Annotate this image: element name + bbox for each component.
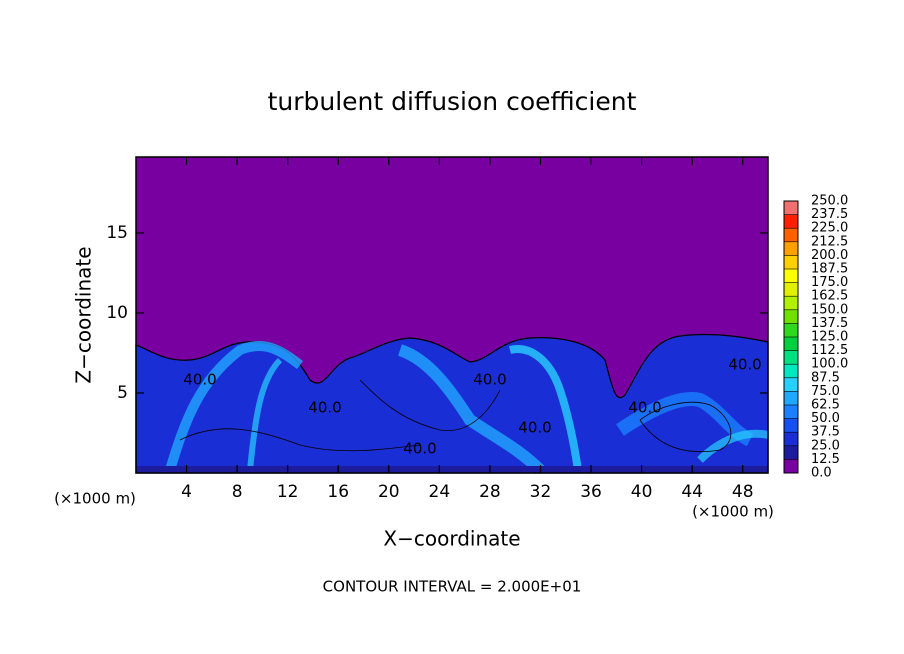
- colorbar-swatch: [784, 309, 798, 324]
- colorbar-label: 12.5: [811, 452, 840, 467]
- contour-label: 40.0: [403, 440, 436, 458]
- colorbar-swatch: [784, 201, 798, 215]
- x-unit-label: (×1000 m): [692, 503, 774, 521]
- surface-layer: [136, 466, 768, 473]
- swirl: [616, 392, 754, 447]
- colorbar-swatch: [784, 418, 798, 433]
- plot-frame: [135, 156, 769, 474]
- contour-label: 40.0: [628, 399, 661, 417]
- contour-label: 40.0: [183, 371, 216, 389]
- swirl: [397, 344, 545, 475]
- y-tick-label: 15: [106, 223, 128, 243]
- swirl: [165, 341, 303, 472]
- colorbar-label: 187.5: [811, 262, 848, 277]
- colorbar-swatch: [784, 445, 798, 460]
- x-axis-label: X−coordinate: [383, 527, 520, 551]
- colorbar-label: 0.0: [811, 466, 832, 481]
- colorbar-swatch: [784, 269, 798, 283]
- x-tick-label: 8: [232, 482, 243, 502]
- colorbar-label: 237.5: [811, 207, 848, 222]
- x-tick-label: 32: [530, 482, 552, 502]
- colorbar-swatch: [784, 228, 798, 242]
- contour-line: [179, 428, 421, 452]
- contour-label: 40.0: [518, 419, 551, 437]
- swirl: [509, 345, 582, 471]
- contour-label: 40.0: [473, 371, 506, 389]
- colorbar-swatch: [784, 391, 798, 405]
- field: [135, 157, 769, 475]
- x-tick-label: 48: [732, 482, 754, 502]
- colorbar-swatch: [784, 214, 798, 229]
- x-tick-label: 4: [181, 482, 192, 502]
- contour-line: [359, 379, 501, 432]
- colorbar-label: 137.5: [811, 316, 848, 331]
- annotation: CONTOUR INTERVAL = 2.000E+01: [323, 578, 582, 596]
- colorbar-label: 37.5: [811, 425, 840, 440]
- chart-title: turbulent diffusion coefficient: [268, 87, 637, 116]
- colorbar-swatch: [784, 377, 798, 392]
- x-unit-label: (×1000 m): [54, 490, 136, 508]
- y-tick-label: 10: [106, 303, 128, 323]
- colorbar-label: 162.5: [811, 289, 848, 304]
- colorbar-label: 112.5: [811, 343, 848, 358]
- contour-label: 40.0: [308, 399, 341, 417]
- x-tick-label: 24: [429, 482, 451, 502]
- colorbar-label: 225.0: [811, 221, 848, 236]
- colorbar-label: 100.0: [811, 357, 848, 372]
- colorbar-label: 25.0: [811, 438, 840, 453]
- colorbar-label: 200.0: [811, 248, 848, 263]
- x-tick-label: 44: [681, 482, 703, 502]
- colorbar-swatch: [784, 296, 798, 310]
- colorbar-label: 75.0: [811, 384, 840, 399]
- colorbar-swatch: [784, 350, 798, 365]
- x-tick-label: 28: [479, 482, 501, 502]
- colorbar-swatch: [784, 241, 798, 256]
- colorbar-swatch: [784, 432, 798, 446]
- colorbar-label: 50.0: [811, 411, 840, 426]
- colorbar-label: 212.5: [811, 234, 848, 249]
- colorbar-swatch: [784, 459, 798, 473]
- colorbar-label: 87.5: [811, 370, 840, 385]
- x-tick-label: 20: [378, 482, 400, 502]
- y-tick-label: 5: [117, 383, 128, 403]
- colorbar-swatch: [784, 364, 798, 378]
- colorbar-swatch: [784, 323, 798, 337]
- colorbar-swatch: [784, 255, 798, 269]
- x-tick-label: 12: [277, 482, 299, 502]
- colorbar-label: 125.0: [811, 330, 848, 345]
- x-tick-label: 40: [631, 482, 653, 502]
- colorbar-swatch: [784, 337, 798, 351]
- swirl: [697, 429, 769, 463]
- contour-label: 40.0: [728, 356, 761, 374]
- colorbar-label: 150.0: [811, 302, 848, 317]
- contour-line: [639, 401, 732, 453]
- colorbar-label: 175.0: [811, 275, 848, 290]
- y-axis-label: Z−coordinate: [72, 246, 96, 383]
- colorbar-label: 62.5: [811, 398, 840, 413]
- colorbar-label: 250.0: [811, 194, 848, 209]
- x-tick-label: 16: [327, 482, 349, 502]
- colorbar-swatch: [784, 282, 798, 297]
- swirl: [247, 357, 283, 471]
- x-tick-label: 36: [580, 482, 602, 502]
- colorbar-swatch: [784, 405, 798, 419]
